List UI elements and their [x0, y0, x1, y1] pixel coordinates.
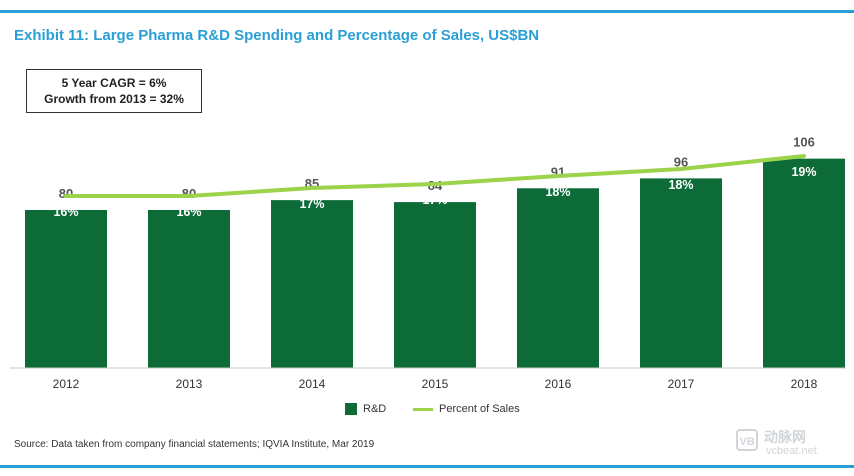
growth-line: Growth from 2013 = 32% — [44, 92, 184, 106]
percent-label-2014: 17% — [299, 197, 324, 211]
bar-2015 — [394, 202, 476, 368]
percent-point-2012 — [64, 194, 68, 198]
x-tick-label-2017: 2017 — [668, 377, 695, 391]
source-note: Source: Data taken from company financia… — [14, 439, 375, 450]
bar-value-label-2013: 80 — [182, 186, 196, 201]
legend: R&D Percent of Sales — [0, 403, 854, 421]
percent-label-2018: 19% — [791, 165, 816, 179]
legend-swatch-percent-of-sales — [413, 407, 433, 411]
percent-point-2018 — [802, 154, 806, 158]
x-tick-label-2012: 2012 — [53, 377, 80, 391]
watermark-text: 动脉网 — [764, 429, 806, 445]
x-tick-label-2018: 2018 — [791, 377, 818, 391]
bar-value-label-2017: 96 — [674, 154, 688, 169]
bar-2016 — [517, 188, 599, 368]
chart-title: Exhibit 11: Large Pharma R&D Spending an… — [14, 27, 540, 44]
legend-item-percent-of-sales: Percent of Sales — [413, 403, 520, 415]
percent-label-2017: 18% — [668, 178, 693, 192]
bottom-rule — [0, 465, 854, 468]
percent-label-2015: 17% — [422, 193, 447, 207]
legend-label-rd: R&D — [363, 403, 387, 415]
bar-2014 — [271, 200, 353, 368]
bar-2017 — [640, 178, 722, 368]
percent-point-2016 — [556, 174, 560, 178]
watermark: VB 动脉网 vcbeat.net — [736, 427, 846, 461]
percent-label-2016: 18% — [545, 185, 570, 199]
bar-2012 — [25, 210, 107, 368]
percent-point-2017 — [679, 167, 683, 171]
percent-label-2012: 16% — [53, 205, 78, 219]
bar-2018 — [763, 158, 845, 368]
x-tick-label-2014: 2014 — [299, 377, 326, 391]
watermark-logo: VB — [736, 429, 758, 451]
percent-point-2013 — [187, 194, 191, 198]
bar-value-label-2018: 106 — [793, 135, 815, 150]
percent-point-2015 — [433, 182, 437, 186]
x-tick-label-2013: 2013 — [176, 377, 203, 391]
x-tick-label-2015: 2015 — [422, 377, 449, 391]
chart-area: 8020128020138520148420159120169620171062… — [10, 135, 846, 391]
cagr-line: 5 Year CAGR = 6% — [61, 76, 167, 90]
x-tick-label-2016: 2016 — [545, 377, 572, 391]
percent-point-2014 — [310, 186, 314, 190]
watermark-url: vcbeat.net — [766, 445, 817, 457]
legend-item-rd: R&D — [345, 403, 386, 415]
cagr-annotation-box: 5 Year CAGR = 6% Growth from 2013 = 32% — [26, 69, 202, 113]
bar-2013 — [148, 210, 230, 368]
bar-value-label-2012: 80 — [59, 186, 73, 201]
legend-swatch-rd — [345, 403, 357, 415]
top-rule — [0, 10, 854, 13]
percent-label-2013: 16% — [176, 205, 201, 219]
legend-label-percent-of-sales: Percent of Sales — [439, 403, 520, 415]
